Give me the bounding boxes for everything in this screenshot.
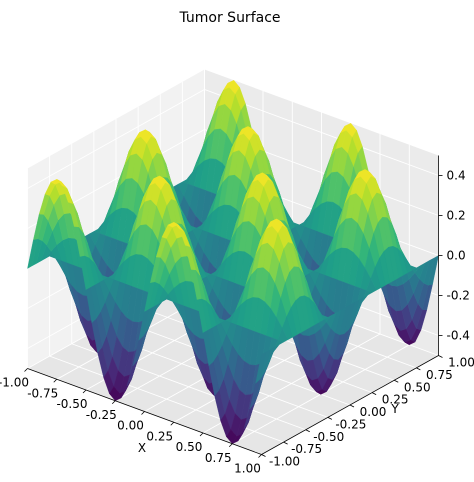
x-tick-label: -0.75: [27, 386, 58, 400]
y-tick-mark: [416, 367, 421, 371]
z-tick-label: 0.4: [447, 169, 466, 183]
y-tick-label: -0.25: [335, 417, 366, 431]
surface-facet: [255, 351, 267, 384]
tick-labels: -1.00-0.75-0.50-0.250.000.250.500.751.00…: [0, 169, 474, 476]
x-tick-mark: [111, 400, 116, 405]
y-axis-label: Y: [390, 402, 399, 416]
y-tick-mark: [438, 355, 443, 358]
z-tick-label: 0.0: [447, 249, 466, 263]
y-tick-mark: [261, 454, 266, 457]
x-axis-label: X: [138, 441, 146, 455]
surface-plot: [27, 79, 439, 445]
y-tick-label: -1.00: [269, 455, 300, 469]
x-tick-label: 0.25: [146, 429, 173, 443]
x-tick-mark: [258, 454, 262, 458]
x-tick-label: -0.25: [86, 408, 117, 422]
y-tick-label: 0.75: [426, 368, 453, 382]
y-tick-label: 0.00: [360, 405, 387, 419]
y-tick-label: 0.50: [404, 380, 431, 394]
x-tick-mark: [170, 421, 175, 426]
y-tick-mark: [283, 441, 288, 445]
y-tick-mark: [327, 417, 333, 420]
y-tick-mark: [349, 404, 355, 408]
x-tick-mark: [82, 389, 87, 394]
y-tick-mark: [305, 429, 310, 433]
y-tick-label: 0.25: [382, 393, 409, 407]
x-tick-mark: [228, 443, 233, 448]
y-tick-mark: [394, 379, 399, 383]
z-tick-label: -0.2: [447, 289, 470, 303]
x-tick-label: 0.75: [205, 451, 232, 465]
x-tick-label: 1.00: [234, 462, 261, 476]
y-tick-label: -0.75: [291, 442, 322, 456]
x-tick-label: 0.00: [117, 419, 144, 433]
x-tick-mark: [141, 411, 145, 415]
x-tick-label: -0.50: [56, 397, 87, 411]
x-tick-label: 0.50: [176, 440, 203, 454]
x-tick-label: -1.00: [0, 376, 29, 390]
y-tick-label: -0.50: [313, 430, 344, 444]
z-tick-label: 0.2: [447, 209, 466, 223]
x-tick-mark: [24, 368, 28, 372]
x-tick-mark: [53, 378, 58, 383]
y-tick-mark: [371, 392, 377, 395]
chart-title: Tumor Surface: [178, 10, 280, 26]
z-tick-label: -0.4: [447, 329, 470, 343]
x-tick-mark: [199, 432, 204, 437]
y-tick-label: 1.00: [448, 356, 474, 370]
